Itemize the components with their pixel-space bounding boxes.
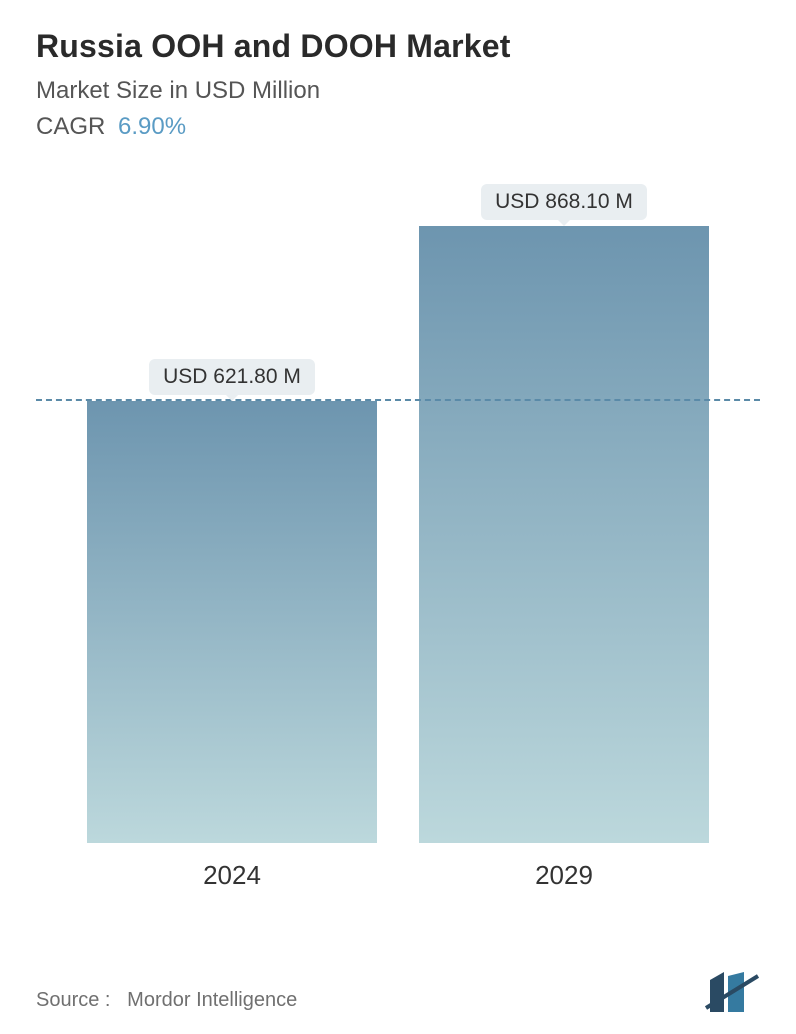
source-label: Source : [36, 989, 110, 1011]
page-title: Russia OOH and DOOH Market [36, 28, 760, 65]
cagr-line: CAGR 6.90% [36, 113, 760, 141]
chart-area: USD 621.80 M USD 868.10 M 2024 2029 [36, 181, 760, 901]
cagr-label: CAGR [36, 113, 105, 140]
source-text: Source : Mordor Intelligence [36, 989, 297, 1012]
bar-group-2029: USD 868.10 M [419, 184, 709, 843]
mordor-logo-icon [704, 972, 760, 1012]
footer: Source : Mordor Intelligence [36, 972, 760, 1012]
value-label-2029: USD 868.10 M [481, 184, 647, 220]
bar-2024 [87, 401, 377, 843]
x-axis: 2024 2029 [36, 860, 760, 891]
source-value: Mordor Intelligence [127, 989, 297, 1011]
bar-2029 [419, 226, 709, 843]
chart-subtitle: Market Size in USD Million [36, 77, 760, 105]
cagr-value: 6.90% [118, 113, 186, 140]
bars-container: USD 621.80 M USD 868.10 M [36, 203, 760, 843]
bar-group-2024: USD 621.80 M [87, 359, 377, 843]
reference-dashed-line [36, 399, 760, 401]
x-axis-label-2024: 2024 [87, 860, 377, 891]
x-axis-label-2029: 2029 [419, 860, 709, 891]
value-label-2024: USD 621.80 M [149, 359, 315, 395]
